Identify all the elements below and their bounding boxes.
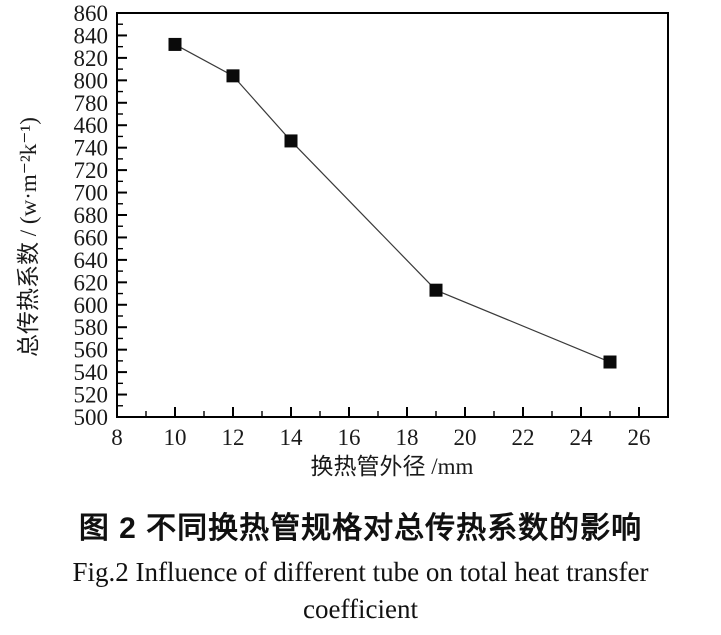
x-tick-label: 12 xyxy=(222,425,245,450)
data-point-marker xyxy=(168,37,182,51)
x-tick-label: 22 xyxy=(512,425,535,450)
data-point-marker xyxy=(284,134,298,148)
y-tick-label: 700 xyxy=(74,181,109,206)
y-tick-label: 780 xyxy=(74,91,109,116)
y-tick-label: 680 xyxy=(74,203,109,228)
y-tick-label: 520 xyxy=(74,383,109,408)
y-tick-label: 460 xyxy=(74,113,109,138)
data-point-marker xyxy=(226,69,240,83)
y-tick-label: 800 xyxy=(74,68,109,93)
x-tick-label: 18 xyxy=(396,425,419,450)
y-tick-label: 540 xyxy=(74,360,109,385)
data-point-marker xyxy=(603,355,617,369)
data-line xyxy=(174,43,611,363)
x-tick-label: 8 xyxy=(111,425,123,450)
y-tick-label: 620 xyxy=(74,270,109,295)
x-tick-label: 10 xyxy=(164,425,187,450)
x-tick-label: 20 xyxy=(454,425,477,450)
y-tick-label: 820 xyxy=(74,46,109,71)
y-tick-label: 660 xyxy=(74,225,109,250)
x-tick-label: 26 xyxy=(628,425,651,450)
figure-caption-zh: 图 2 不同换热管规格对总传热系数的影响 xyxy=(78,512,643,545)
x-tick-label: 16 xyxy=(338,425,361,450)
y-tick-label: 580 xyxy=(74,315,109,340)
plot-border xyxy=(116,12,669,418)
y-tick-label: 500 xyxy=(74,405,109,430)
x-tick-label: 14 xyxy=(280,425,304,450)
y-tick-label: 740 xyxy=(74,136,109,161)
y-tick-label: 560 xyxy=(74,338,109,363)
y-tick-label: 720 xyxy=(74,158,109,183)
y-tick-label: 860 xyxy=(74,1,109,26)
y-tick-label: 640 xyxy=(74,248,109,273)
data-point-marker xyxy=(429,283,443,297)
y-tick-label: 840 xyxy=(74,23,109,48)
y-tick-label: 600 xyxy=(74,293,109,318)
x-tick-label: 24 xyxy=(570,425,594,450)
x-axis-title: 换热管外径 /mm xyxy=(311,454,474,479)
figure-caption-en: Fig.2 Influence of different tube on tot… xyxy=(0,554,721,628)
y-axis-title: 总传热系数 / (w·m⁻²k⁻¹) xyxy=(16,117,41,357)
figure-caption-en-line1: Fig.2 Influence of different tube on tot… xyxy=(72,557,649,587)
line-chart: 8608408208007804607407207006806606406206… xyxy=(16,1,669,479)
figure-caption-en-line2: coefficient xyxy=(303,594,418,624)
